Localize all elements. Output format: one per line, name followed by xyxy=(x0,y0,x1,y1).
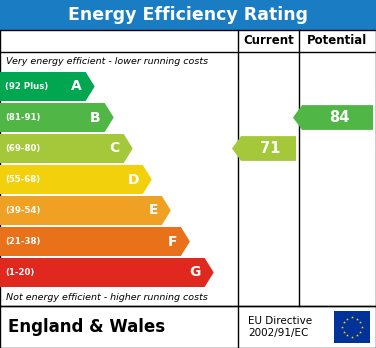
Text: 2002/91/EC: 2002/91/EC xyxy=(248,328,308,338)
Text: Very energy efficient - lower running costs: Very energy efficient - lower running co… xyxy=(6,57,208,66)
Bar xyxy=(0,306,376,348)
Text: C: C xyxy=(109,142,120,156)
Text: D: D xyxy=(127,173,139,187)
Text: B: B xyxy=(90,111,101,125)
Text: A: A xyxy=(71,79,82,94)
Bar xyxy=(0,0,376,30)
Text: 71: 71 xyxy=(260,141,281,156)
Text: G: G xyxy=(189,266,201,279)
Text: (55-68): (55-68) xyxy=(5,175,40,184)
Text: Energy Efficiency Rating: Energy Efficiency Rating xyxy=(68,6,308,24)
Bar xyxy=(0,30,376,306)
Text: (92 Plus): (92 Plus) xyxy=(5,82,48,91)
Polygon shape xyxy=(0,103,114,132)
Text: Potential: Potential xyxy=(307,34,368,47)
Text: E: E xyxy=(149,204,158,218)
Text: Current: Current xyxy=(243,34,294,47)
Text: Not energy efficient - higher running costs: Not energy efficient - higher running co… xyxy=(6,293,208,301)
Polygon shape xyxy=(0,72,95,101)
Polygon shape xyxy=(0,258,214,287)
Polygon shape xyxy=(0,227,190,256)
Text: (1-20): (1-20) xyxy=(5,268,34,277)
Polygon shape xyxy=(293,105,373,130)
Polygon shape xyxy=(232,136,296,161)
Text: (21-38): (21-38) xyxy=(5,237,40,246)
Polygon shape xyxy=(0,134,133,163)
Bar xyxy=(334,311,370,343)
Text: F: F xyxy=(167,235,177,248)
Text: EU Directive: EU Directive xyxy=(248,316,312,326)
Text: 84: 84 xyxy=(329,110,350,125)
Text: (39-54): (39-54) xyxy=(5,206,40,215)
Text: (81-91): (81-91) xyxy=(5,113,40,122)
Polygon shape xyxy=(0,196,171,225)
Text: (69-80): (69-80) xyxy=(5,144,40,153)
Text: England & Wales: England & Wales xyxy=(8,318,165,336)
Polygon shape xyxy=(0,165,152,194)
